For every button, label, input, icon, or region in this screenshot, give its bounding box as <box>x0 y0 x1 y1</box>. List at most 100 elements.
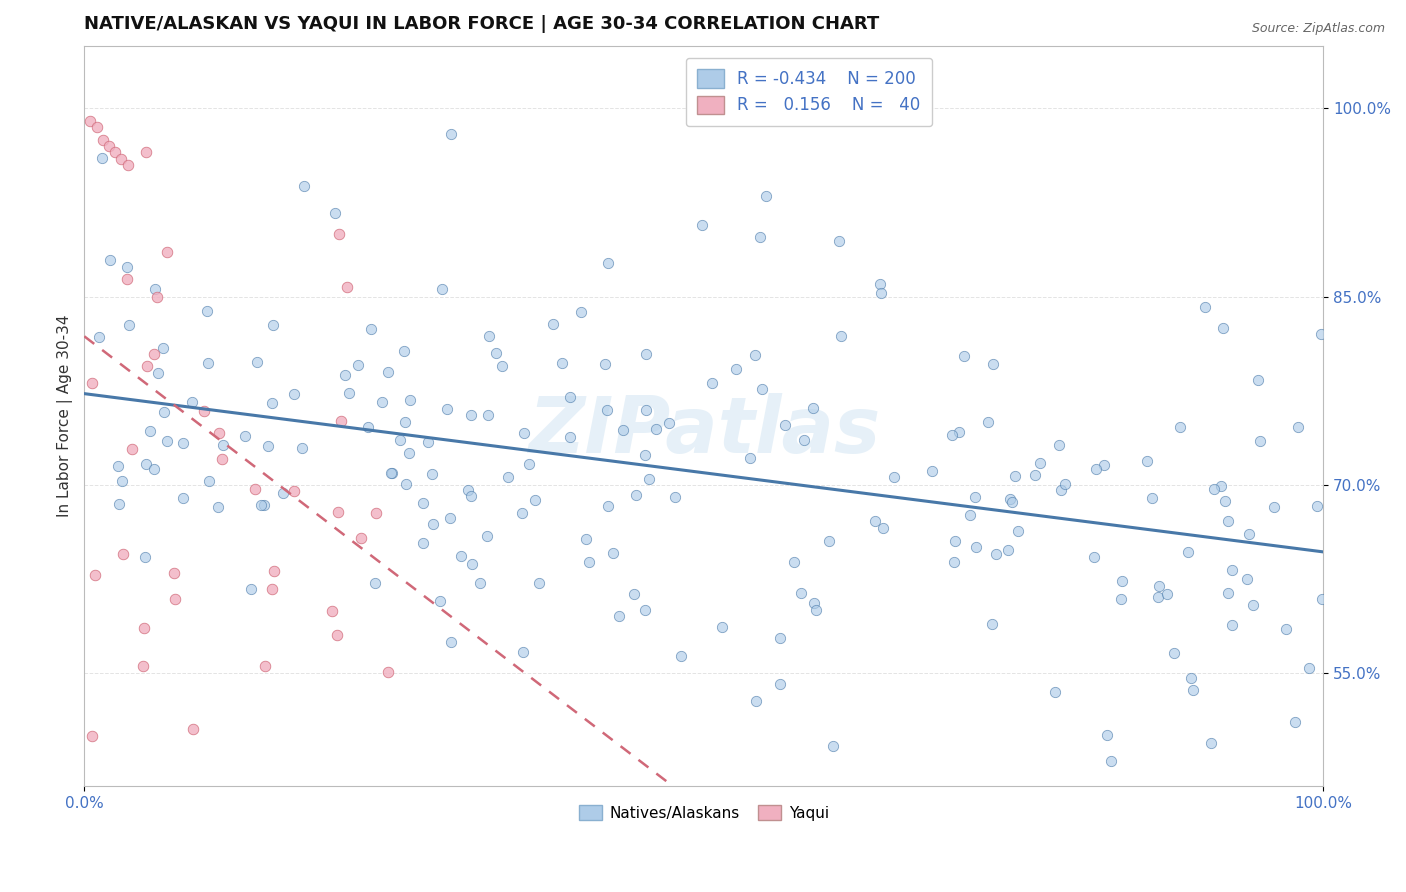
Point <box>380 466 402 480</box>
Point <box>484 345 506 359</box>
Point <box>330 414 353 428</box>
Point <box>337 385 360 400</box>
Point <box>634 603 657 617</box>
Point <box>1194 300 1216 314</box>
Point <box>965 540 987 554</box>
Point <box>1083 549 1105 564</box>
Point <box>596 403 619 417</box>
Point <box>212 438 235 452</box>
Point <box>233 428 256 442</box>
Point <box>98 252 121 267</box>
Point <box>657 416 679 430</box>
Point <box>1047 438 1070 452</box>
Point <box>1168 419 1191 434</box>
Point <box>115 260 138 274</box>
Point <box>948 425 970 439</box>
Point <box>551 356 574 370</box>
Point <box>1218 586 1240 600</box>
Point <box>558 430 581 444</box>
Point <box>749 230 772 244</box>
Point <box>1049 483 1071 497</box>
Point <box>1213 493 1236 508</box>
Point <box>271 485 294 500</box>
Point <box>634 448 657 462</box>
Point <box>1216 514 1239 528</box>
Point <box>883 470 905 484</box>
Point <box>398 446 420 460</box>
Point <box>112 547 135 561</box>
Point <box>817 533 839 548</box>
Point <box>943 533 966 548</box>
Text: Source: ZipAtlas.com: Source: ZipAtlas.com <box>1251 22 1385 36</box>
Point <box>134 550 156 565</box>
Point <box>1097 728 1119 742</box>
Point <box>143 282 166 296</box>
Point <box>172 436 194 450</box>
Point <box>321 604 343 618</box>
Point <box>328 227 350 241</box>
Point <box>86 120 108 135</box>
Point <box>1284 714 1306 729</box>
Point <box>263 565 285 579</box>
Legend: Natives/Alaskans, Yaqui: Natives/Alaskans, Yaqui <box>572 799 835 827</box>
Point <box>91 133 114 147</box>
Point <box>1024 468 1046 483</box>
Point <box>439 511 461 525</box>
Point <box>1298 661 1320 675</box>
Point <box>602 546 624 560</box>
Point <box>769 631 792 645</box>
Point <box>104 145 127 160</box>
Point <box>377 665 399 680</box>
Point <box>292 179 315 194</box>
Point <box>755 189 778 203</box>
Point <box>1220 618 1243 632</box>
Point <box>253 498 276 512</box>
Point <box>1306 499 1329 513</box>
Point <box>803 596 825 610</box>
Point <box>98 139 121 153</box>
Point <box>181 395 204 409</box>
Point <box>475 529 498 543</box>
Point <box>356 419 378 434</box>
Point <box>135 145 157 160</box>
Point <box>117 271 139 285</box>
Point <box>377 365 399 379</box>
Point <box>977 415 1000 429</box>
Point <box>519 458 541 472</box>
Point <box>256 439 278 453</box>
Point <box>869 286 891 301</box>
Point <box>245 482 267 496</box>
Point <box>1247 373 1270 387</box>
Point <box>578 555 600 569</box>
Point <box>725 362 748 376</box>
Point <box>609 608 631 623</box>
Point <box>1286 420 1309 434</box>
Point <box>172 491 194 505</box>
Point <box>422 516 444 531</box>
Point <box>440 635 463 649</box>
Point <box>575 532 598 546</box>
Point <box>323 206 346 220</box>
Point <box>541 317 564 331</box>
Point <box>1236 572 1258 586</box>
Point <box>1163 646 1185 660</box>
Point <box>823 739 845 753</box>
Point <box>1156 587 1178 601</box>
Point <box>364 506 387 520</box>
Point <box>513 425 536 440</box>
Point <box>830 329 852 343</box>
Point <box>1310 326 1333 341</box>
Point <box>804 602 827 616</box>
Point <box>1028 456 1050 470</box>
Point <box>460 489 482 503</box>
Point <box>163 566 186 580</box>
Point <box>135 359 157 373</box>
Point <box>394 416 416 430</box>
Point <box>669 648 692 663</box>
Point <box>1181 683 1204 698</box>
Point <box>328 505 350 519</box>
Point <box>1310 591 1333 606</box>
Point <box>360 322 382 336</box>
Point <box>262 396 284 410</box>
Point <box>412 536 434 550</box>
